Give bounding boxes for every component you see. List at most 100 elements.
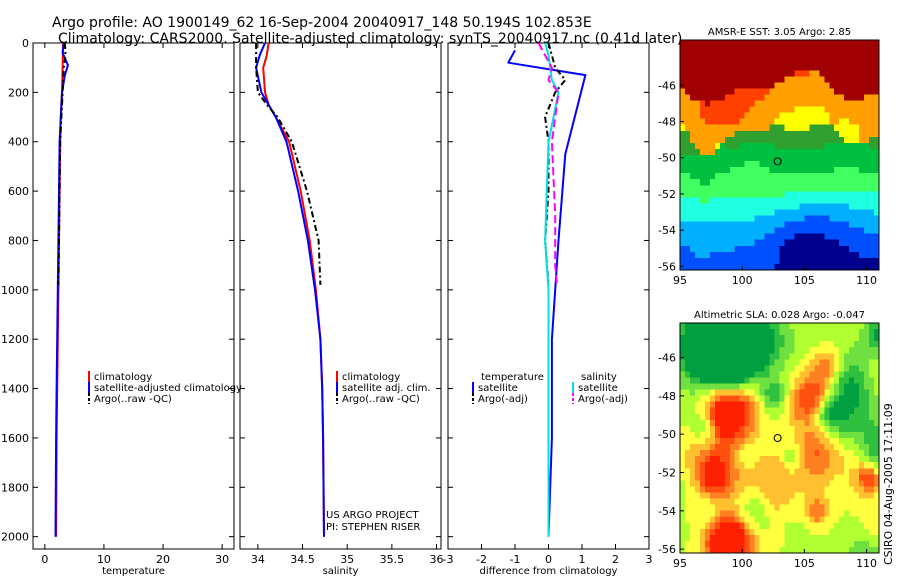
heatmap-cell — [834, 227, 840, 235]
heatmap-cell — [734, 173, 741, 180]
heatmap-cell — [829, 142, 835, 150]
heatmap-cell — [784, 498, 791, 506]
heatmap-cell — [759, 94, 766, 102]
heatmap-cell — [694, 504, 701, 512]
heatmap-cell — [754, 209, 761, 217]
heatmap-cell — [689, 468, 696, 475]
heatmap-cell — [680, 534, 686, 542]
heatmap-cell — [799, 425, 805, 433]
heatmap-cell — [874, 88, 880, 96]
heatmap-cell — [784, 124, 791, 132]
heatmap-cell — [764, 468, 771, 475]
heatmap-cell — [729, 185, 736, 192]
heatmap-cell — [714, 510, 721, 518]
heatmap-cell — [689, 450, 696, 457]
heatmap-cell — [714, 353, 721, 360]
heatmap-cell — [739, 444, 746, 451]
heatmap-cell — [694, 395, 701, 403]
heatmap-cell — [854, 431, 860, 439]
heatmap-cell — [819, 323, 825, 330]
heatmap-cell — [754, 413, 761, 421]
heatmap-cell — [704, 498, 711, 506]
heatmap-cell — [684, 335, 691, 342]
heatmap-cell — [774, 444, 781, 451]
heatmap-cell — [754, 118, 761, 126]
heatmap-cell — [789, 245, 796, 253]
heatmap-cell — [779, 40, 786, 47]
heatmap-cell — [804, 329, 810, 336]
heatmap-cell — [794, 335, 800, 342]
heatmap-cell — [684, 486, 691, 494]
heatmap-cell — [729, 504, 736, 512]
heatmap-cell — [764, 347, 771, 354]
heatmap-cell — [680, 395, 686, 403]
heatmap-cell — [769, 516, 776, 524]
heatmap-cell — [849, 167, 855, 174]
heatmap-cell — [734, 167, 741, 174]
heatmap-cell — [839, 540, 845, 548]
heatmap-cell — [794, 142, 800, 150]
heatmap-cell — [719, 462, 726, 469]
heatmap-cell — [844, 76, 850, 83]
heatmap-cell — [849, 522, 855, 530]
heatmap-cell — [754, 185, 761, 192]
heatmap-cell — [774, 215, 781, 223]
heatmap-cell — [680, 221, 686, 229]
heatmap-cell — [859, 341, 865, 348]
heatmap-cell — [759, 130, 766, 138]
heatmap-cell — [739, 124, 746, 132]
heatmap-cell — [774, 486, 781, 494]
heatmap-cell — [799, 227, 805, 235]
heatmap-cell — [869, 395, 875, 403]
heatmap-cell — [719, 450, 726, 457]
heatmap-cell — [744, 438, 751, 445]
heatmap-cell — [684, 365, 691, 373]
heatmap-cell — [789, 335, 796, 342]
heatmap-cell — [789, 371, 796, 379]
heatmap-cell — [804, 124, 810, 132]
heatmap-cell — [784, 100, 791, 108]
heatmap-cell — [814, 516, 820, 524]
heatmap-cell — [744, 395, 751, 403]
heatmap-cell — [859, 130, 865, 138]
heatmap-cell — [869, 522, 875, 530]
heatmap-cell — [719, 76, 726, 83]
heatmap-cell — [794, 203, 800, 211]
heatmap-cell — [854, 136, 860, 144]
heatmap-cell — [809, 118, 815, 126]
heatmap-cell — [764, 383, 771, 391]
heatmap-cell — [739, 245, 746, 253]
heatmap-cell — [804, 389, 810, 397]
heatmap-cell — [724, 40, 731, 47]
heatmap-cell — [814, 546, 820, 554]
heatmap-cell — [680, 239, 686, 247]
heatmap-cell — [814, 450, 820, 457]
heatmap-cell — [849, 413, 855, 421]
heatmap-cell — [829, 88, 835, 96]
heatmap-cell — [680, 263, 686, 271]
heatmap-cell — [754, 58, 761, 65]
heatmap-cell — [799, 88, 805, 96]
heatmap-cell — [704, 233, 711, 241]
heatmap-cell — [874, 528, 880, 536]
heatmap-cell — [729, 46, 736, 53]
heatmap-cell — [704, 167, 711, 174]
heatmap-cell — [759, 431, 766, 439]
heatmap-cell — [859, 251, 865, 259]
heatmap-cell — [839, 546, 845, 554]
heatmap-cell — [769, 221, 776, 229]
heatmap-cell — [739, 371, 746, 379]
heatmap-cell — [779, 522, 786, 530]
heatmap-cell — [869, 468, 875, 475]
heatmap-cell — [689, 474, 696, 481]
heatmap-cell — [869, 215, 875, 223]
heatmap-cell — [729, 401, 736, 409]
heatmap-cell — [699, 70, 706, 77]
heatmap-cell — [874, 323, 880, 330]
heatmap-cell — [804, 335, 810, 342]
heatmap-cell — [729, 419, 736, 427]
heatmap-cell — [739, 58, 746, 65]
heatmap-cell — [819, 203, 825, 211]
heatmap-cell — [680, 58, 686, 65]
heatmap-cell — [754, 480, 761, 488]
